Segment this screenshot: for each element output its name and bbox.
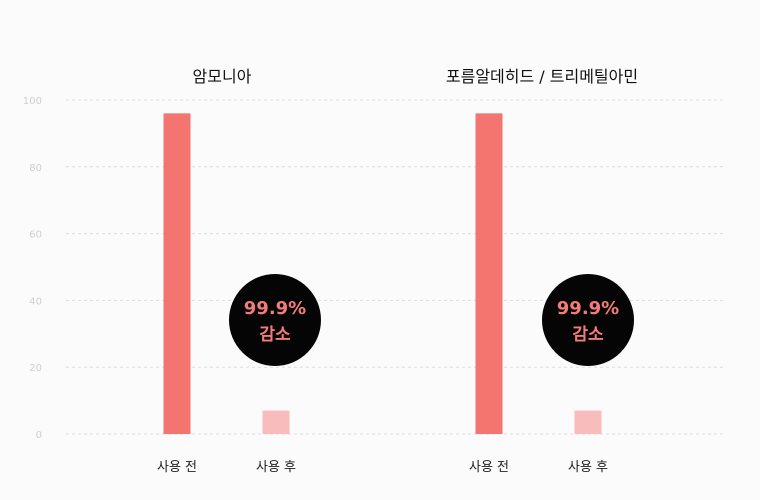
reduction-badge xyxy=(542,274,634,366)
bar-before xyxy=(475,113,503,435)
badge-label: 감소 xyxy=(259,325,291,345)
badge-value: 99.9% xyxy=(557,298,619,319)
category-label: 사용 전 xyxy=(469,460,509,475)
bar-before xyxy=(163,113,191,435)
bar-after xyxy=(262,410,290,434)
badge-label: 감소 xyxy=(572,325,604,345)
bar-after xyxy=(574,410,602,434)
chart-title: 암모니아 xyxy=(193,67,252,86)
reduction-badge xyxy=(229,274,321,366)
category-label: 사용 후 xyxy=(256,460,296,475)
y-tick-label: 40 xyxy=(29,296,42,307)
category-label: 사용 전 xyxy=(157,460,197,475)
badge-value: 99.9% xyxy=(244,298,306,319)
chart-title: 포름알데히드 / 트리메틸아민 xyxy=(446,67,638,86)
category-label: 사용 후 xyxy=(568,460,608,475)
y-tick-label: 80 xyxy=(29,163,42,174)
y-tick-label: 20 xyxy=(29,363,42,374)
y-tick-label: 100 xyxy=(23,96,42,107)
y-tick-label: 0 xyxy=(36,430,42,441)
y-tick-label: 60 xyxy=(29,230,42,241)
